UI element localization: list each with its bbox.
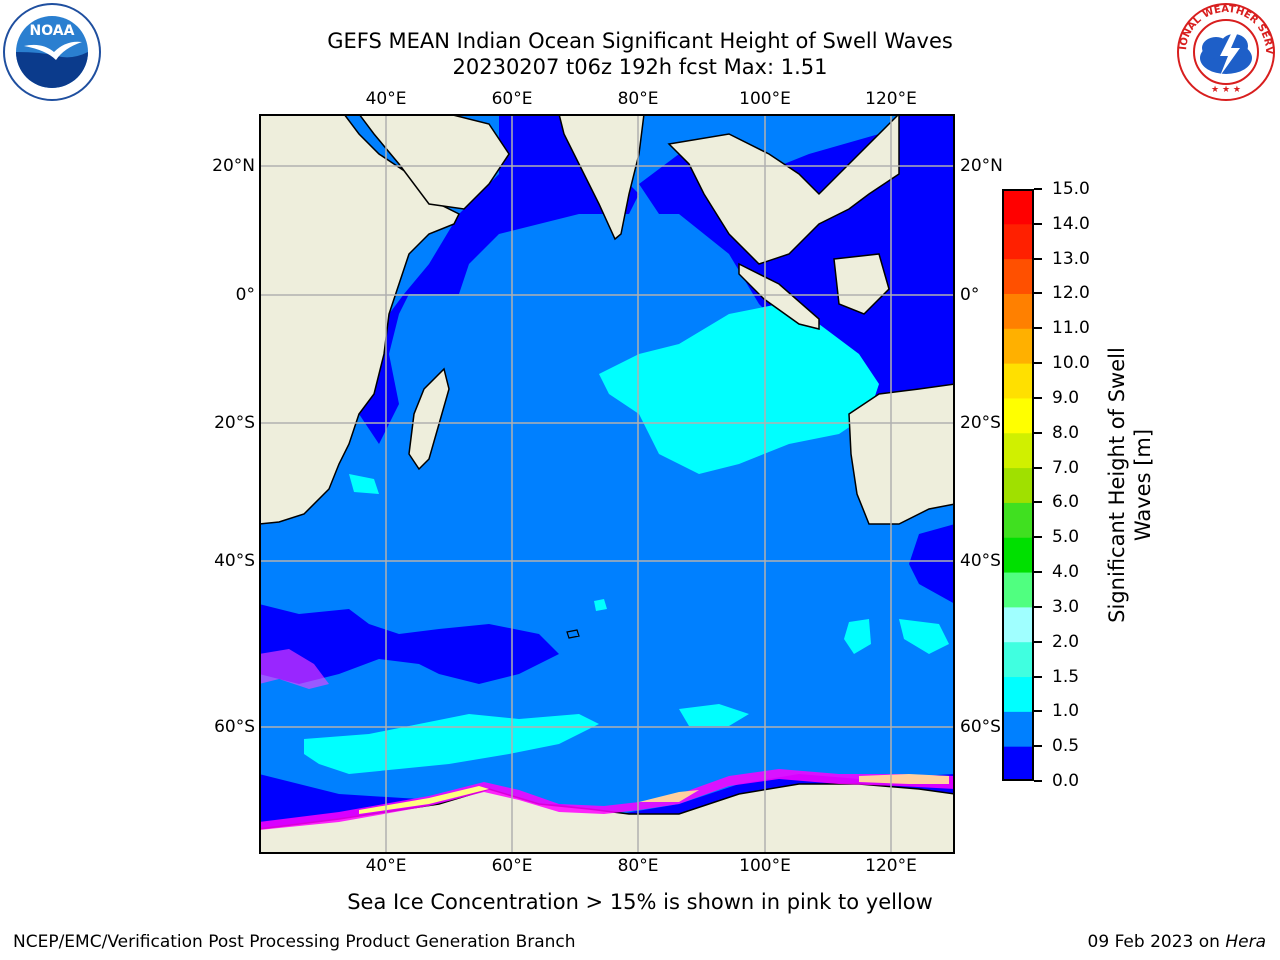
colorbar-tick-label: 8.0 [1052,422,1080,443]
colorbar-tick-mark [1034,327,1042,330]
lat-tick-right-0: 0° [960,285,980,305]
colorbar-tick-mark [1034,605,1042,608]
colorbar-tick-label: 0.5 [1052,736,1080,757]
map-subtitle: 20230207 t06z 192h fcst Max: 1.51 [452,55,828,79]
colorbar-tick-mark [1034,222,1042,225]
footer-date-text: 09 Feb 2023 on [1087,932,1226,952]
lon-tick-top-80e: 80°E [617,89,659,109]
colorbar-segment [1002,502,1034,538]
footer-host: Hera [1225,932,1266,952]
lat-tick-left-0: 0° [235,285,255,305]
colorbar-tick-mark [1034,396,1042,399]
colorbar-tick-label: 7.0 [1052,457,1080,478]
sea-ice-edge [259,649,955,830]
colorbar-segment [1002,537,1034,573]
colorbar-segment [1002,711,1034,747]
colorbar-tick-label: 12.0 [1052,283,1090,304]
colorbar-segment [1002,641,1034,678]
colorbar-tick-label: 0.0 [1052,771,1080,791]
graticule [259,114,955,854]
colorbar-segment [1002,397,1034,434]
sea-ice-note: Sea Ice Concentration > 15% is shown in … [347,890,933,914]
map-frame [259,114,955,854]
colorbar-tick-mark [1034,292,1042,295]
colorbar-tick-label: 11.0 [1052,318,1090,339]
lon-tick-top-60e: 60°E [491,89,533,109]
noaa-logo: NOAA [2,2,102,102]
colorbar-tick-label: 15.0 [1052,179,1090,199]
lon-tick-top-120e: 120°E [865,89,917,109]
colorbar-tick-mark [1034,257,1042,260]
colorbar-frame [1002,189,1034,781]
colorbar [1002,189,1034,781]
colorbar-tick-mark [1034,640,1042,643]
colorbar-segment [1002,432,1034,469]
colorbar-segment [1002,676,1034,712]
lat-tick-left-20s: 20°S [214,413,255,433]
lon-tick-bottom-120e: 120°E [865,856,917,876]
lat-tick-right-20n: 20°N [960,156,1003,176]
colorbar-tick-label: 14.0 [1052,213,1090,234]
colorbar-tick-mark [1034,710,1042,713]
colorbar-tick-label: 2.0 [1052,631,1080,652]
lat-tick-right-20s: 20°S [960,413,1001,433]
lat-tick-right-40s: 40°S [960,551,1001,571]
colorbar-segment [1002,258,1034,294]
colorbar-tick-mark [1034,780,1042,782]
colorbar-segment [1002,189,1034,225]
island-outline [566,629,580,639]
swell-height-map [259,114,955,854]
national-weather-service-logo: NATIONAL WEATHER SERVICE ★ ★ ★ [1176,2,1276,102]
colorbar-tick-mark [1034,501,1042,504]
colorbar-segment [1002,363,1034,399]
lon-tick-bottom-100e: 100°E [739,856,791,876]
lon-tick-bottom-40e: 40°E [365,856,407,876]
colorbar-label-line1: Significant Height of Swell [1105,347,1129,623]
colorbar-tick-label: 10.0 [1052,353,1090,374]
colorbar-tick-label: 9.0 [1052,387,1080,408]
colorbar-tick-mark [1034,362,1042,365]
lon-tick-top-100e: 100°E [739,89,791,109]
colorbar-tick-mark [1034,188,1042,190]
colorbar-label: Significant Height of Swell Waves [m] [1104,185,1156,785]
lat-tick-left-40s: 40°S [214,551,255,571]
colorbar-segment [1002,467,1034,503]
colorbar-tick-label: 4.0 [1052,562,1080,583]
land-masses [259,114,955,854]
colorbar-segment [1002,328,1034,364]
lat-tick-right-60s: 60°S [960,717,1001,737]
lon-tick-bottom-80e: 80°E [617,856,659,876]
colorbar-segment [1002,293,1034,329]
colorbar-tick-mark [1034,536,1042,539]
lon-tick-top-40e: 40°E [365,89,407,109]
colorbar-tick-mark [1034,571,1042,574]
colorbar-tick-mark [1034,466,1042,469]
svg-text:NOAA: NOAA [30,23,75,39]
colorbar-tick-mark [1034,745,1042,748]
colorbar-tick-label: 3.0 [1052,596,1080,617]
colorbar-tick-label: 5.0 [1052,527,1080,548]
svg-text:★ ★ ★: ★ ★ ★ [1211,85,1241,95]
colorbar-segment [1002,746,1034,781]
colorbar-tick-label: 13.0 [1052,248,1090,269]
lon-tick-bottom-60e: 60°E [491,856,533,876]
colorbar-segment [1002,223,1034,260]
colorbar-tick-mark [1034,675,1042,678]
colorbar-tick-label: 1.0 [1052,701,1080,722]
map-title: GEFS MEAN Indian Ocean Significant Heigh… [327,29,953,53]
lat-tick-left-20n: 20°N [212,156,255,176]
footer-credit: NCEP/EMC/Verification Post Processing Pr… [13,932,576,952]
lat-tick-left-60s: 60°S [214,717,255,737]
colorbar-tick-mark [1034,431,1042,434]
colorbar-label-line2: Waves [m] [1131,428,1155,542]
footer-date: 09 Feb 2023 on Hera [1088,932,1266,952]
colorbar-tick-label: 1.5 [1052,666,1080,687]
colorbar-tick-label: 6.0 [1052,492,1080,513]
swell-field-high [304,304,949,774]
colorbar-segment [1002,572,1034,608]
colorbar-segment [1002,606,1034,643]
